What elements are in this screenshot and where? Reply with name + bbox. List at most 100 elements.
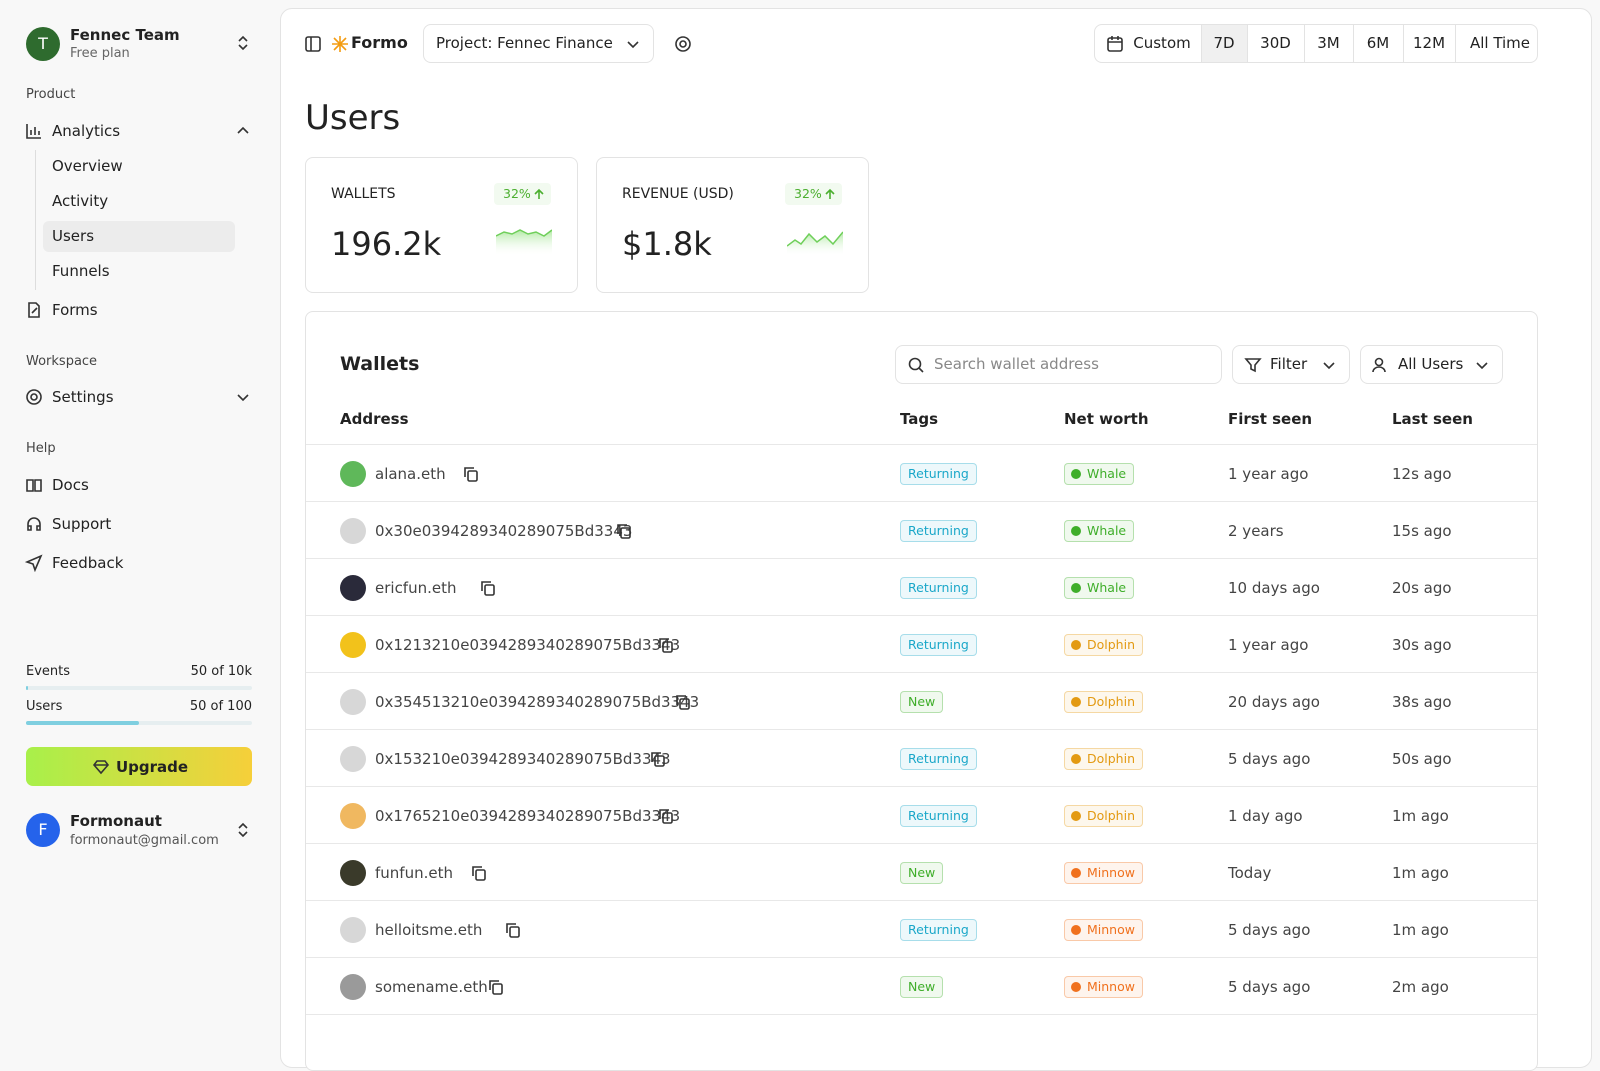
first-seen: 10 days ago bbox=[1228, 579, 1320, 597]
range-button[interactable] bbox=[1353, 25, 1403, 62]
search-icon bbox=[908, 357, 924, 373]
last-seen: 1m ago bbox=[1392, 807, 1449, 825]
range-label[interactable]: 3M bbox=[1317, 34, 1340, 52]
project-label[interactable]: Project: Fennec Finance bbox=[436, 34, 613, 52]
nav-item[interactable]: Analytics bbox=[52, 122, 121, 140]
nav-item[interactable]: Support bbox=[52, 515, 112, 533]
chevron bbox=[627, 41, 639, 49]
range-label[interactable]: All Time bbox=[1469, 34, 1531, 52]
worth-icon bbox=[1071, 868, 1081, 878]
filter-label[interactable]: Filter bbox=[1270, 355, 1308, 373]
settings-button[interactable] bbox=[674, 35, 692, 53]
wallet-address[interactable]: ericfun.eth bbox=[375, 579, 457, 597]
filter-button[interactable] bbox=[1232, 345, 1350, 384]
net-worth: Whale bbox=[1064, 520, 1135, 542]
last-seen: 38s ago bbox=[1392, 693, 1452, 711]
range-button[interactable] bbox=[1403, 25, 1455, 62]
nav-item[interactable]: Forms bbox=[52, 301, 98, 319]
nav-item[interactable]: Docs bbox=[52, 476, 89, 494]
wallet-avatar bbox=[340, 632, 366, 658]
worth-icon bbox=[1071, 640, 1081, 650]
section-heading: Product bbox=[26, 87, 76, 102]
wallet-address[interactable]: alana.eth bbox=[375, 465, 446, 483]
usage-bar bbox=[26, 686, 28, 690]
chevron bbox=[237, 126, 249, 134]
stat-change: 32% bbox=[503, 186, 531, 201]
calendar-icon bbox=[1107, 36, 1123, 52]
range-button[interactable] bbox=[1201, 25, 1247, 62]
copy-icon[interactable] bbox=[487, 978, 505, 996]
row-divider bbox=[306, 843, 1537, 844]
sidebar: T Fennec Team Free plan Product Analytics Ove… bbox=[0, 0, 280, 1052]
nav-subitem[interactable]: Funnels bbox=[52, 262, 110, 280]
wallets-table bbox=[305, 311, 1538, 1071]
stat-label: REVENUE (USD) bbox=[622, 186, 734, 202]
project-select[interactable] bbox=[423, 24, 654, 63]
section-heading: Help bbox=[26, 441, 56, 456]
switcher[interactable] bbox=[234, 34, 252, 52]
usage-track bbox=[26, 721, 252, 725]
range-label[interactable]: 7D bbox=[1213, 34, 1235, 52]
last-seen: 50s ago bbox=[1392, 750, 1452, 768]
row-divider bbox=[306, 1014, 1537, 1015]
tag: New bbox=[900, 976, 944, 998]
first-seen: 2 years bbox=[1228, 522, 1284, 540]
range-button[interactable] bbox=[1247, 25, 1304, 62]
range-label[interactable]: 30D bbox=[1260, 34, 1291, 52]
copy-icon[interactable] bbox=[615, 522, 633, 540]
copy-icon[interactable] bbox=[649, 750, 667, 768]
wallet-address[interactable]: 0x1765210e0394289340289075Bd3343 bbox=[375, 807, 681, 825]
worth-icon bbox=[1071, 469, 1081, 479]
tag: Returning bbox=[900, 463, 977, 485]
segment-label[interactable]: All Users bbox=[1398, 355, 1464, 373]
main-panel: Formo Project: Fennec Finance Custom 7D 30D 3… bbox=[280, 8, 1592, 1071]
upgrade-label[interactable]: Upgrade bbox=[116, 758, 189, 776]
tag: New bbox=[900, 862, 944, 884]
worth-icon bbox=[1071, 925, 1081, 935]
wallet-avatar bbox=[340, 689, 366, 715]
range-button[interactable] bbox=[1304, 25, 1353, 62]
column-header: Net worth bbox=[1064, 410, 1149, 428]
wallet-address[interactable]: 0x354513210e0394289340289075Bd3343 bbox=[375, 693, 700, 711]
tag: Returning bbox=[900, 805, 977, 827]
wallet-address[interactable]: 0x30e0394289340289075Bd3343 bbox=[375, 522, 633, 540]
team-initial: T bbox=[38, 34, 48, 53]
sidebar-toggle[interactable] bbox=[304, 35, 322, 53]
range-button[interactable] bbox=[1455, 25, 1545, 62]
copy-icon[interactable] bbox=[462, 465, 480, 483]
user-avatar bbox=[26, 813, 60, 847]
nav-subitem[interactable]: Overview bbox=[52, 157, 123, 175]
wallet-address[interactable]: 0x1213210e0394289340289075Bd3343 bbox=[375, 636, 681, 654]
search-input[interactable] bbox=[895, 345, 1222, 384]
copy-icon[interactable] bbox=[657, 636, 675, 654]
copy-icon[interactable] bbox=[657, 807, 675, 825]
wallet-address[interactable]: funfun.eth bbox=[375, 864, 453, 882]
copy-icon[interactable] bbox=[504, 921, 522, 939]
stat-label: WALLETS bbox=[331, 186, 396, 202]
stat-card bbox=[596, 157, 869, 293]
usage-bar bbox=[26, 721, 139, 725]
switcher[interactable] bbox=[234, 821, 252, 839]
nav-subitem[interactable]: Activity bbox=[52, 192, 109, 210]
row-divider bbox=[306, 444, 1537, 445]
copy-icon[interactable] bbox=[479, 579, 497, 597]
copy-icon[interactable] bbox=[470, 864, 488, 882]
wallet-address[interactable]: 0x153210e0394289340289075Bd3343 bbox=[375, 750, 671, 768]
range-label[interactable]: 6M bbox=[1366, 34, 1390, 52]
wallet-avatar bbox=[340, 575, 366, 601]
search-placeholder[interactable]: Search wallet address bbox=[934, 355, 1099, 373]
nav-item[interactable]: Feedback bbox=[52, 554, 124, 572]
wallet-address[interactable]: somename.eth bbox=[375, 978, 488, 996]
usage-count: 50 of 100 bbox=[189, 699, 252, 714]
nav-subitem[interactable]: Users bbox=[52, 227, 95, 245]
range-label[interactable]: 12M bbox=[1412, 34, 1446, 52]
wallet-address[interactable]: helloitsme.eth bbox=[375, 921, 483, 939]
user-email: formonaut@gmail.com bbox=[70, 833, 219, 848]
copy-icon[interactable] bbox=[674, 693, 692, 711]
range-label[interactable]: Custom bbox=[1133, 34, 1191, 52]
forms-icon bbox=[28, 302, 40, 318]
upgrade-button[interactable] bbox=[26, 747, 252, 786]
logo: Formo bbox=[351, 33, 408, 52]
nav-item[interactable]: Settings bbox=[52, 388, 114, 406]
